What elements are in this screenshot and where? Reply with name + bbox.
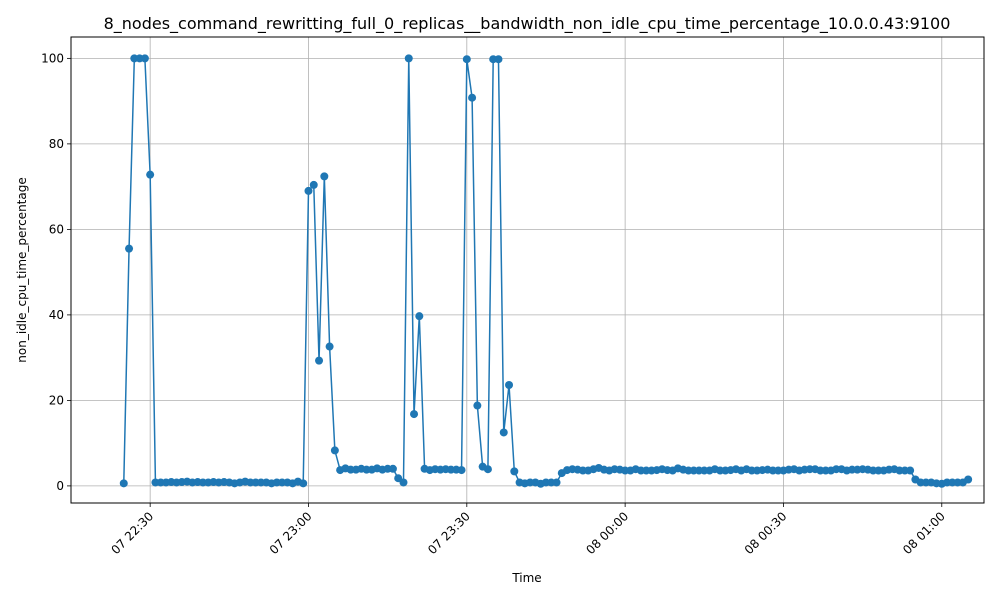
y-axis-ticks: 0 20 40 60 80 100	[41, 51, 71, 493]
data-point	[404, 54, 413, 63]
data-point	[315, 356, 324, 365]
data-point	[146, 170, 155, 179]
y-tick-label: 20	[49, 393, 64, 407]
y-axis-label: non_idle_cpu_time_percentage	[15, 177, 29, 362]
data-point	[388, 464, 397, 473]
data-point	[483, 465, 492, 474]
data-point	[457, 466, 466, 475]
data-point	[399, 478, 408, 487]
data-point	[906, 466, 915, 475]
y-tick-label: 80	[49, 137, 64, 151]
data-point	[462, 55, 471, 64]
data-point	[125, 244, 134, 253]
data-point	[304, 186, 313, 195]
x-axis-label: Time	[511, 571, 541, 585]
data-point	[415, 312, 424, 321]
series-group	[119, 54, 973, 488]
data-point	[473, 401, 482, 410]
data-point	[468, 93, 477, 102]
chart-title: 8_nodes_command_rewritting_full_0_replic…	[104, 14, 951, 34]
data-point	[499, 428, 508, 437]
data-point	[140, 54, 149, 63]
data-point	[320, 172, 329, 181]
y-tick-label: 100	[41, 51, 64, 65]
data-point	[510, 467, 519, 476]
data-point	[309, 180, 318, 189]
data-point	[299, 479, 308, 488]
data-point	[494, 55, 503, 64]
data-point	[964, 475, 973, 484]
plot-frame	[70, 36, 985, 504]
data-point	[552, 478, 561, 487]
data-point	[410, 410, 419, 419]
data-point	[505, 381, 514, 389]
y-tick-label: 60	[49, 222, 64, 236]
y-tick-label: 40	[49, 308, 64, 322]
data-point	[330, 446, 339, 455]
data-point	[325, 342, 334, 351]
data-point	[119, 479, 128, 488]
y-tick-label: 0	[56, 479, 64, 493]
